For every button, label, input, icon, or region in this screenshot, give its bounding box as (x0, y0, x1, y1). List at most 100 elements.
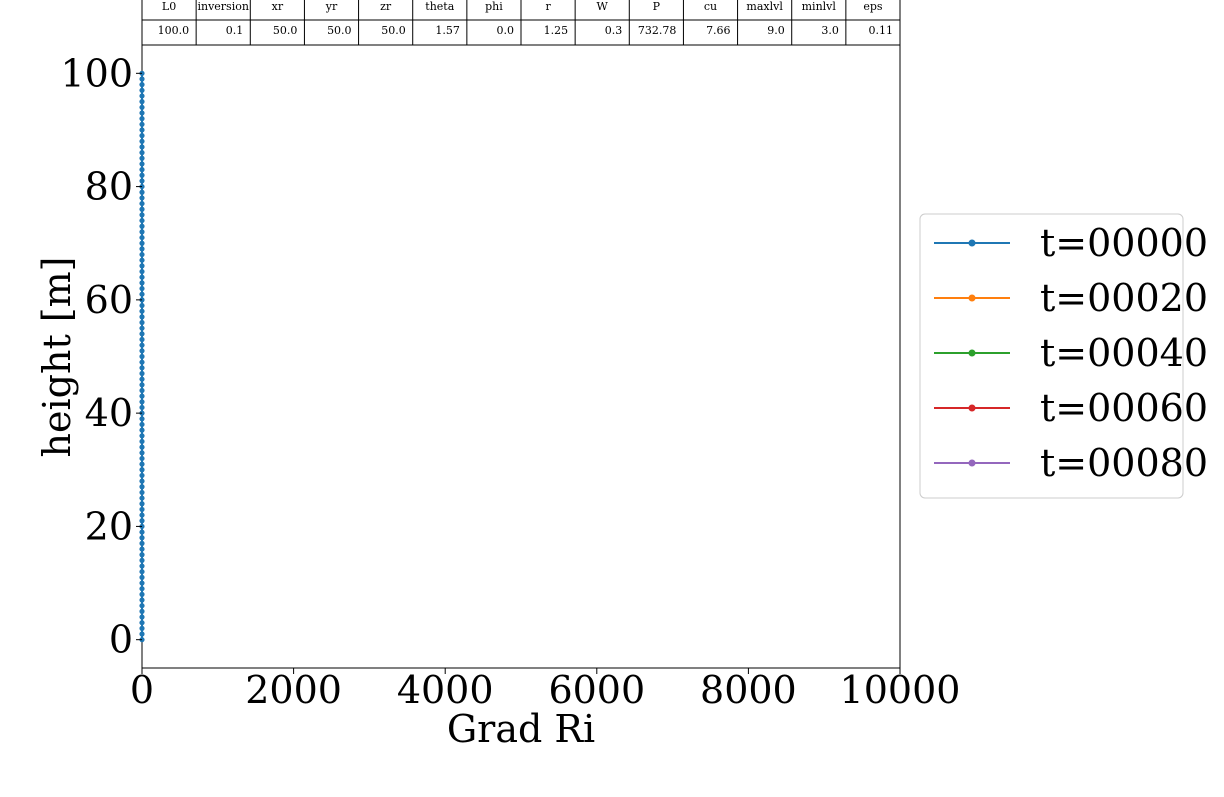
data-point (139, 150, 145, 156)
y-axis-label: height [m] (35, 257, 79, 458)
data-point (139, 285, 145, 292)
y-axis-ticks: 0 20 40 60 80 100 (60, 51, 142, 662)
table-header-cell: cu (704, 0, 717, 13)
data-point (139, 416, 145, 422)
x-tick-label: 4000 (397, 668, 494, 712)
data-point (139, 427, 145, 433)
data-point (139, 444, 145, 450)
data-point (139, 342, 145, 348)
data-point (139, 133, 145, 139)
data-point (139, 376, 145, 382)
table-value-cell: 7.66 (706, 24, 731, 37)
legend-frame (919, 213, 1184, 499)
table-header-cell: theta (425, 0, 454, 13)
data-point (139, 121, 145, 127)
data-point (139, 455, 145, 462)
data-point (139, 563, 145, 569)
y-tick-label: 20 (85, 504, 133, 548)
data-point (139, 76, 145, 82)
data-point (139, 127, 145, 133)
legend-label: t=00040 (1040, 331, 1208, 375)
x-tick-label: 2000 (245, 668, 342, 712)
data-point (139, 421, 145, 428)
table-value-cell: 1.57 (435, 24, 460, 37)
data-point (139, 535, 145, 541)
data-point (139, 308, 145, 314)
data-point (139, 93, 145, 99)
data-point (139, 87, 145, 93)
data-point (139, 557, 145, 563)
data-point (139, 155, 145, 161)
data-point (139, 489, 145, 496)
legend: t=00000 t=00020 t=00040 t=00060 t=00080 (919, 213, 1208, 499)
y-tick-label: 0 (109, 618, 133, 662)
legend-marker (968, 349, 976, 357)
data-point (139, 223, 145, 229)
data-point (139, 246, 145, 252)
table-header-cell: eps (863, 0, 883, 13)
table-header-cell: W (597, 0, 609, 13)
legend-marker (968, 404, 976, 412)
data-point (139, 450, 145, 456)
data-point (139, 552, 145, 558)
data-point (139, 172, 145, 178)
table-value-cell: 9.0 (767, 24, 785, 37)
data-point (139, 501, 145, 507)
data-point (139, 217, 145, 224)
legend-label: t=00060 (1040, 386, 1208, 430)
data-point (139, 206, 145, 212)
data-point (139, 268, 145, 275)
data-point (139, 116, 145, 122)
data-point (139, 506, 145, 513)
x-tick-label: 10000 (840, 668, 961, 712)
data-point (139, 99, 145, 105)
data-point (139, 280, 145, 286)
data-point (139, 229, 145, 235)
data-point (139, 302, 145, 309)
plot-area-frame (141, 44, 901, 669)
legend-marker (968, 459, 976, 467)
data-point (139, 614, 145, 620)
y-tick-label: 40 (85, 391, 133, 435)
x-axis-ticks: 0 2000 4000 6000 8000 10000 (130, 668, 961, 712)
data-point (139, 529, 145, 535)
y-tick-label: 80 (85, 165, 133, 209)
data-point (139, 359, 145, 365)
data-point (139, 495, 145, 501)
table-value-cell: 3.0 (821, 24, 839, 37)
y-tick-label: 60 (85, 278, 133, 322)
data-point (139, 319, 145, 326)
data-point (139, 195, 145, 201)
x-axis-label: Grad Ri (447, 707, 595, 751)
data-point (139, 518, 145, 524)
table-header-cell: r (545, 0, 551, 13)
legend-label: t=00020 (1040, 276, 1208, 320)
data-point (139, 336, 145, 343)
data-point (139, 240, 145, 246)
table-value-cell: 50.0 (381, 24, 406, 37)
data-point (139, 365, 145, 371)
data-point (139, 461, 145, 467)
data-point (139, 110, 145, 116)
table-header-cell: xr (272, 0, 284, 13)
data-point (139, 274, 145, 280)
data-point (139, 387, 145, 394)
data-point (139, 212, 145, 218)
data-point (139, 467, 145, 473)
data-point (139, 257, 145, 263)
data-point (139, 569, 145, 575)
table-header-cell: minlvl (802, 0, 837, 13)
data-point (139, 574, 145, 580)
data-point (139, 138, 145, 144)
data-point (139, 546, 145, 552)
data-point (139, 325, 145, 331)
legend-label: t=00080 (1040, 441, 1208, 485)
table-value-cell: 732.78 (638, 24, 677, 37)
legend-label: t=00000 (1040, 221, 1208, 265)
table-value-cell: 1.25 (544, 24, 569, 37)
data-point (139, 161, 145, 167)
x-tick-label: 8000 (700, 668, 797, 712)
